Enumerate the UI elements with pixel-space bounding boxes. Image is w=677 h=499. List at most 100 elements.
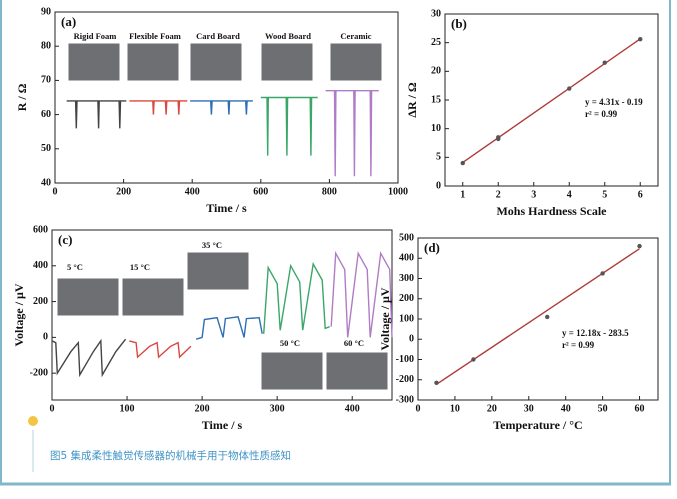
point	[600, 271, 605, 276]
y-tick-label: 200	[33, 296, 48, 307]
annotation: 5 °C	[67, 262, 83, 272]
series-line	[190, 100, 253, 115]
photo	[56, 277, 120, 317]
x-axis-label: Temperature / °C	[493, 418, 582, 432]
x-tick-label: 50	[598, 403, 608, 414]
y-tick-label: 25	[431, 37, 441, 48]
y-tick-label: 500	[399, 232, 414, 243]
x-tick-label: 30	[524, 403, 534, 414]
y-tick-label: 0	[409, 334, 414, 345]
series-line	[129, 100, 188, 115]
series-line	[263, 261, 330, 334]
x-tick-label: 20	[487, 403, 497, 414]
point	[638, 37, 643, 42]
annotation: Flexible Foam	[129, 31, 181, 41]
y-tick-label: 300	[399, 273, 414, 284]
y-tick-label: -100	[396, 354, 414, 365]
photo	[121, 277, 185, 317]
point	[602, 60, 607, 65]
plot-frame	[51, 229, 393, 401]
photo	[186, 251, 250, 291]
x-axis-label: Mohs Hardness Scale	[496, 204, 607, 218]
y-tick-label: 80	[41, 40, 51, 51]
x-tick-label: 400	[185, 186, 200, 197]
panel-label: (b)	[451, 16, 467, 31]
x-tick-label: 400	[345, 403, 360, 414]
photo	[260, 351, 324, 391]
point	[434, 380, 439, 385]
annotation: 60 °C	[344, 338, 364, 348]
series-line	[195, 316, 263, 340]
photo	[329, 42, 383, 82]
annotation: Wood Board	[265, 31, 311, 41]
y-tick-label: 30	[431, 8, 441, 19]
x-tick-label: 200	[195, 403, 210, 414]
photo	[325, 351, 389, 391]
annotation: Card Board	[196, 31, 240, 41]
y-tick-label: 200	[399, 293, 414, 304]
point	[545, 314, 550, 320]
panel-label: (c)	[58, 232, 72, 247]
y-tick-label: 600	[33, 224, 48, 235]
point	[637, 243, 642, 249]
x-tick-label: 600	[253, 186, 268, 197]
x-tick-label: 0	[416, 403, 421, 414]
x-axis-label: Time / s	[202, 418, 243, 432]
series-line	[330, 250, 393, 338]
series-line	[129, 340, 192, 359]
x-tick-label: 800	[322, 186, 337, 197]
y-tick-label: -200	[396, 374, 414, 385]
y-tick-label: 40	[41, 177, 51, 188]
photo	[260, 42, 314, 82]
y-tick-label: 10	[431, 123, 441, 134]
x-tick-label: 300	[270, 403, 285, 414]
panel-label: (a)	[61, 14, 76, 29]
y-tick-label: 0	[436, 180, 441, 191]
x-tick-label: 3	[531, 189, 536, 200]
y-axis-label: Voltage / μV	[12, 283, 26, 346]
photo	[67, 42, 121, 82]
y-tick-label: 20	[431, 66, 441, 77]
y-tick-label: -200	[30, 367, 48, 378]
x-tick-label: 5	[602, 189, 607, 200]
y-tick-label: -300	[396, 394, 414, 405]
r-squared: r² = 0.99	[585, 109, 618, 119]
photo	[189, 42, 243, 82]
annotation: Rigid Foam	[74, 31, 117, 41]
y-tick-label: 100	[399, 313, 414, 324]
annotation: 50 °C	[280, 338, 300, 348]
annotation: Ceramic	[340, 31, 371, 41]
x-tick-label: 1	[460, 189, 465, 200]
y-tick-label: 50	[41, 143, 51, 154]
x-axis-label: Time / s	[206, 201, 247, 215]
equation: y = 12.18x - 283.5	[562, 328, 629, 338]
x-tick-label: 0	[53, 186, 58, 197]
point	[567, 86, 572, 91]
point	[471, 357, 476, 362]
series-line	[260, 96, 318, 156]
x-tick-label: 4	[567, 189, 572, 200]
x-tick-label: 100	[120, 403, 135, 414]
series-line	[66, 100, 127, 129]
y-tick-label: 15	[431, 94, 441, 105]
y-axis-label: ΔR / Ω	[405, 82, 419, 118]
equation: y = 4.31x - 0.19	[585, 97, 643, 107]
y-axis-label: Voltage / μV	[378, 287, 392, 350]
y-tick-label: 90	[41, 6, 51, 17]
caption: 图5 集成柔性触觉传感器的机械手用于物体性质感知	[50, 449, 291, 462]
x-tick-label: 1000	[388, 186, 408, 197]
annotation: 15 °C	[130, 262, 150, 272]
annotation: 35 °C	[202, 240, 222, 250]
y-tick-label: 5	[436, 152, 441, 163]
panel-label: (d)	[424, 240, 440, 255]
x-tick-label: 0	[50, 403, 55, 414]
series-line	[51, 338, 127, 378]
x-tick-label: 10	[450, 403, 460, 414]
photo	[126, 42, 180, 82]
series-line	[325, 90, 379, 177]
caption-dot	[28, 416, 38, 426]
x-tick-label: 60	[635, 403, 645, 414]
point	[496, 136, 501, 142]
y-tick-label: 400	[399, 253, 414, 264]
